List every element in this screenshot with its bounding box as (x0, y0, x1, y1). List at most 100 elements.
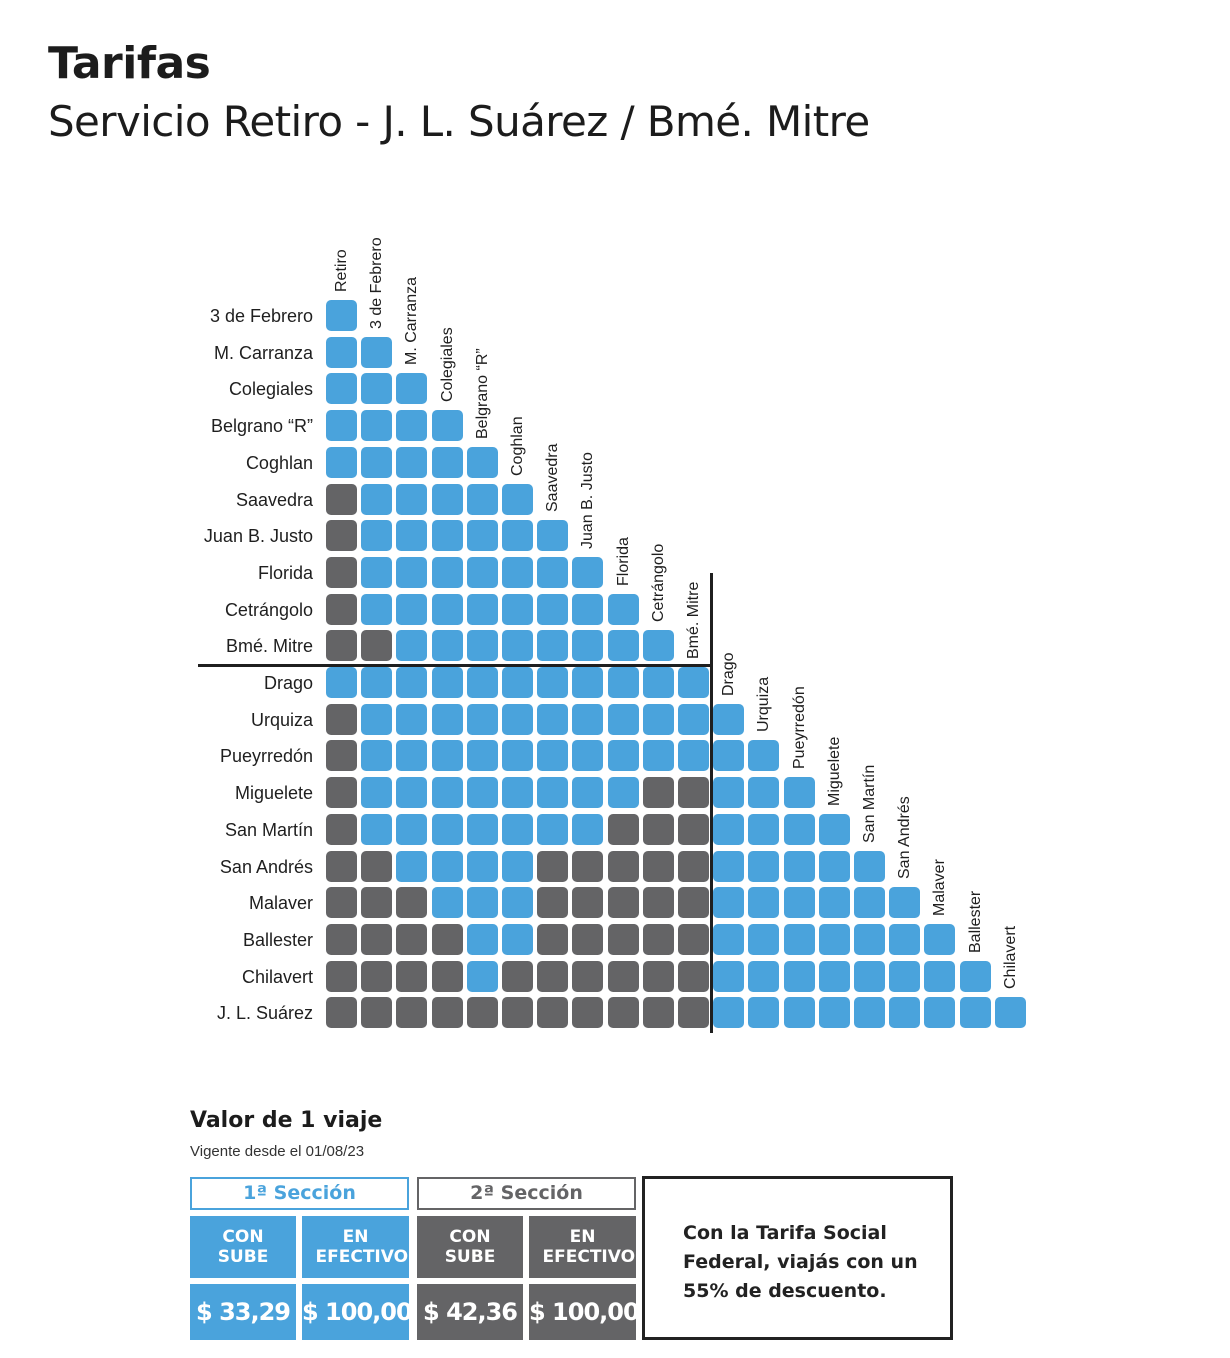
fare-cell (502, 960, 533, 992)
row-label-urquiza: Urquiza (250, 709, 313, 730)
row-label-florida: Florida (257, 562, 313, 583)
fare-cell (607, 887, 639, 919)
row-label-drago: Drago (263, 673, 313, 693)
row-label-malaver: Malaver (248, 893, 313, 914)
fare-cell (713, 997, 745, 1029)
col-label-juan-b-justo: Juan B. Justo (579, 451, 597, 549)
fare-cell (326, 630, 357, 662)
fare-cell (748, 923, 780, 955)
fare-cell (361, 777, 393, 809)
fare-cell (889, 923, 921, 955)
fare-cell (854, 923, 885, 955)
fare-cell (326, 703, 357, 735)
fare-cell (502, 887, 533, 919)
fare-cell (396, 923, 428, 955)
branch-separator-vertical (710, 573, 713, 1033)
row-label-miguelete: Miguelete (234, 783, 313, 804)
fare-cell (502, 703, 533, 735)
fare-cell (678, 703, 709, 735)
col-label-florida: Florida (614, 536, 632, 586)
row-label-belgrano-r: Belgrano “R” (210, 416, 313, 437)
fare-cell (326, 887, 357, 919)
fare-cell (361, 410, 393, 442)
section1-efectivo-price: $ 100,00 (302, 1284, 413, 1340)
fare-cell (537, 960, 569, 992)
fare-cell (642, 703, 674, 735)
row-label-3-de-febrero: 3 de Febrero (209, 306, 313, 326)
fare-cell (502, 483, 533, 515)
fare-cell (396, 740, 428, 772)
fare-cell (466, 740, 498, 772)
fare-cell (607, 850, 639, 882)
fare-cell (466, 850, 498, 882)
fare-cell (642, 777, 674, 809)
section1-efectivo-label: EN EFECTIVO (315, 1227, 409, 1267)
row-label-chilavert: Chilavert (241, 966, 313, 987)
page-title: Tarifas (48, 38, 211, 89)
section2-con-sube-label: CON SUBE (444, 1227, 496, 1267)
fare-cell (431, 410, 463, 442)
fare-cell (396, 777, 428, 809)
row-label-san-andres: San Andrés (219, 856, 313, 877)
fare-cell (748, 813, 780, 845)
fare-cell (502, 923, 533, 955)
col-label-colegiales: Colegiales (438, 327, 456, 403)
fare-cell (678, 777, 709, 809)
col-label-belgrano-r: Belgrano “R” (473, 348, 491, 439)
fare-cell (326, 410, 357, 442)
fare-cell (572, 850, 604, 882)
fare-cell (537, 813, 569, 845)
row-label-ballester: Ballester (242, 929, 313, 950)
fare-cell (994, 997, 1026, 1029)
fare-cell (572, 740, 604, 772)
row-label-bme-mitre: Bmé. Mitre (225, 636, 313, 657)
fare-cell (396, 887, 428, 919)
fare-cell (537, 997, 569, 1029)
fare-cell (642, 740, 674, 772)
fare-cell (678, 997, 709, 1029)
fare-cell (466, 667, 498, 698)
col-label-coghlan: Coghlan (509, 415, 526, 476)
col-label-urquiza: Urquiza (755, 677, 773, 733)
social-tariff-note: Con la Tarifa Social Federal, viajás con… (642, 1176, 953, 1340)
fare-cell (502, 740, 533, 772)
fare-cell (361, 630, 393, 662)
section2-con-sube-price: $ 42,36 (417, 1284, 523, 1340)
section1-con-sube-label: CON SUBE (217, 1227, 269, 1267)
fare-cell (502, 667, 533, 698)
fare-cell (361, 556, 393, 588)
col-label-ballester: Ballester (966, 890, 984, 953)
fare-cell (854, 960, 885, 992)
fare-cell (572, 997, 604, 1029)
fare-cell (924, 960, 956, 992)
fare-cell (502, 850, 533, 882)
fare-cell (466, 630, 498, 662)
fare-cell (396, 667, 428, 698)
fare-cell (783, 813, 815, 845)
fare-cell (396, 556, 428, 588)
fare-cell (537, 667, 569, 698)
fare-cell (466, 483, 498, 515)
fare-cell (431, 887, 463, 919)
fare-cell (889, 997, 921, 1029)
fare-cell (748, 850, 780, 882)
fare-cell (572, 703, 604, 735)
fare-cell (713, 887, 745, 919)
fare-cell (678, 850, 709, 882)
fare-cell (607, 777, 639, 809)
fare-cell (466, 813, 498, 845)
fare-title: Valor de 1 viaje (190, 1108, 383, 1133)
fare-cell (607, 997, 639, 1029)
fare-cell (607, 960, 639, 992)
fare-cell (889, 960, 921, 992)
fare-cell (361, 336, 393, 368)
col-label-miguelete: Miguelete (825, 736, 843, 806)
fare-cell (642, 850, 674, 882)
fare-cell (537, 520, 569, 552)
fare-cell (572, 813, 604, 845)
fare-cell (326, 300, 357, 331)
fare-cell (924, 923, 956, 955)
row-label-m-carranza: M. Carranza (213, 342, 313, 363)
col-label-cetrangolo: Cetrángolo (649, 544, 667, 623)
fare-cell (326, 520, 357, 552)
